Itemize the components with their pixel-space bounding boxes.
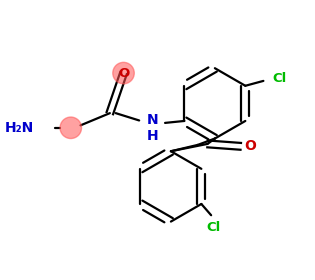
Text: H₂N: H₂N	[5, 121, 34, 135]
Text: H: H	[146, 129, 158, 143]
Text: O: O	[245, 139, 256, 153]
Text: N: N	[146, 113, 158, 127]
Circle shape	[60, 117, 82, 139]
Text: O: O	[118, 67, 129, 80]
Text: Cl: Cl	[206, 221, 221, 234]
Text: Cl: Cl	[272, 72, 286, 85]
Circle shape	[113, 62, 134, 84]
